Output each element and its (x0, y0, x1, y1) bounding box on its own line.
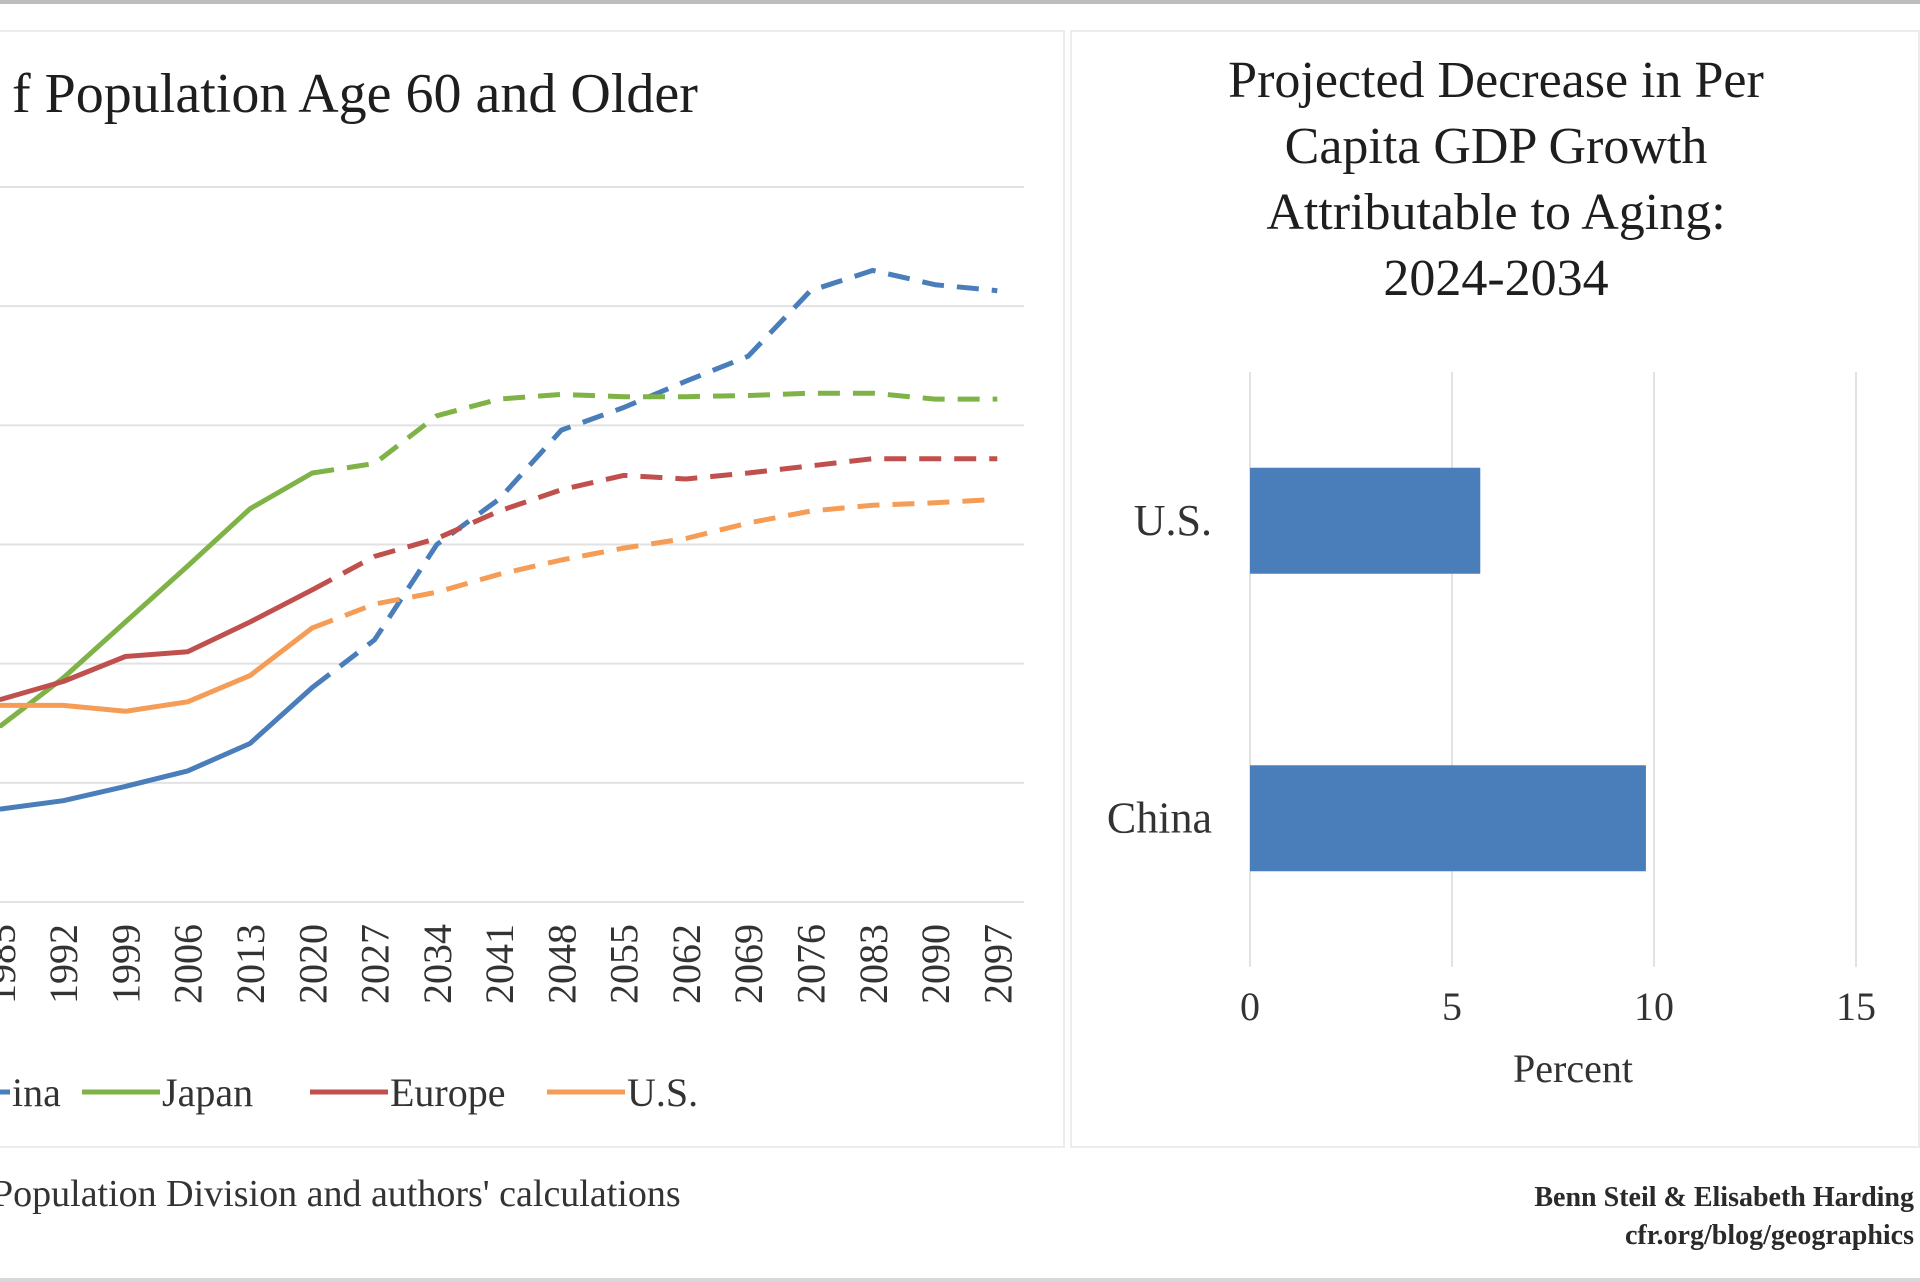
x-tick-label: 1999 (103, 924, 148, 1004)
x-tick-label: 2090 (913, 924, 958, 1004)
line-chart-panel: f Population Age 60 and Older 1985 1992 199… (0, 30, 1065, 1148)
bar-chart-panel: Projected Decrease in Per Capita GDP Grow… (1070, 30, 1920, 1148)
line-chart: f Population Age 60 and Older 1985 1992 199… (0, 63, 1024, 1115)
series-line-europe-historical (0, 587, 315, 702)
line-chart-title: f Population Age 60 and Older (12, 63, 698, 125)
bar-chart: Projected Decrease in Per Capita GDP Grow… (1107, 52, 1876, 1091)
bar-chart-title-line: 2024-2034 (1383, 250, 1608, 307)
bar-us (1250, 467, 1481, 574)
x-tick-label: 2041 (477, 924, 522, 1004)
x-tick-label: 2076 (788, 924, 833, 1004)
series-line-japan-projected (311, 390, 998, 476)
x-tick-label: 10 (1634, 984, 1674, 1029)
x-tick-label: 2027 (353, 924, 398, 1004)
legend-label-europe: Europe (390, 1070, 506, 1115)
x-tick-label: 2020 (290, 924, 335, 1004)
bar-china (1250, 765, 1646, 872)
x-tick-label: 1985 (0, 924, 24, 1004)
x-tick-label: 2083 (851, 924, 896, 1004)
series-line-ina-historical (0, 685, 315, 812)
series-line-us-projected (311, 496, 998, 631)
x-tick-label: 2055 (602, 924, 647, 1004)
category-label-china: China (1107, 793, 1212, 842)
x-tick-label: 1992 (41, 924, 86, 1004)
source-note: Population Division and authors' calcula… (0, 1173, 681, 1215)
x-tick-label: 2097 (975, 924, 1020, 1004)
credit-url: cfr.org/blog/geographics (1624, 1220, 1914, 1251)
x-tick-label: 2013 (228, 924, 273, 1004)
legend-label-japan: Japan (162, 1070, 253, 1115)
bar-chart-title-line: Projected Decrease in Per (1228, 52, 1764, 109)
x-tick-label: 2034 (415, 924, 460, 1004)
credit-author: Benn Steil & Elisabeth Harding (1534, 1182, 1914, 1213)
legend-label-us: U.S. (627, 1070, 698, 1115)
bar-chart-title-line: Capita GDP Growth (1285, 118, 1708, 175)
x-axis-label: Percent (1513, 1046, 1633, 1091)
legend-label-ina: ina (12, 1070, 61, 1115)
x-tick-label: 2048 (539, 924, 584, 1004)
x-tick-label: 2069 (726, 924, 771, 1004)
x-tick-label: 2062 (664, 924, 709, 1004)
category-label-us: U.S. (1134, 496, 1212, 545)
x-tick-label: 5 (1442, 984, 1462, 1029)
series-line-us-historical (0, 625, 315, 714)
x-tick-label: 0 (1240, 984, 1260, 1029)
bar-chart-title-line: Attributable to Aging: (1266, 184, 1725, 241)
x-tick-label: 15 (1836, 984, 1876, 1029)
x-tick-label: 2006 (166, 924, 211, 1004)
series-line-europe-projected (311, 456, 998, 593)
